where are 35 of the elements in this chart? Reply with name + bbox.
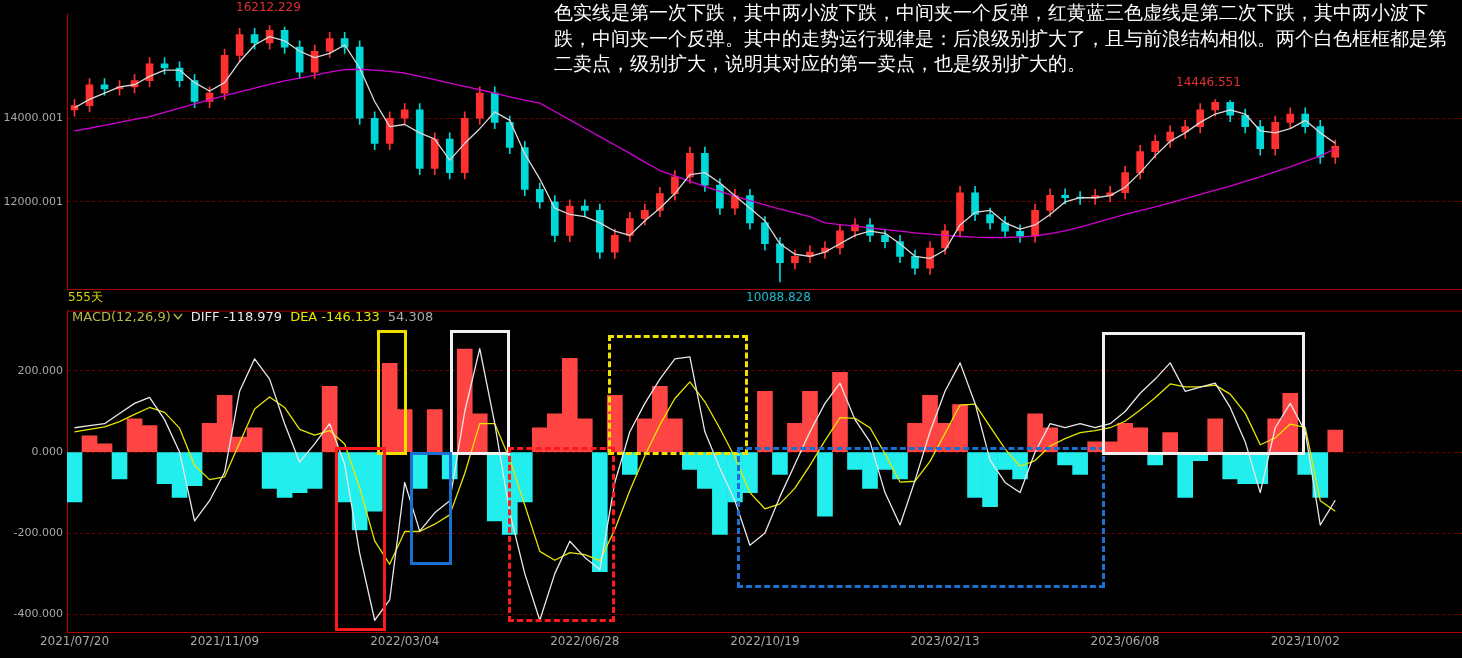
bar	[622, 452, 638, 475]
bar	[592, 452, 608, 572]
text: 16212.229	[236, 0, 301, 16]
bar	[817, 452, 833, 517]
y-tick-label: 0.000	[31, 444, 63, 458]
x-tick-label: 2023/06/08	[1090, 634, 1160, 649]
y-tick-label: 200.000	[17, 363, 63, 377]
x-tick-label: 2022/06/28	[550, 634, 620, 649]
bar	[111, 452, 128, 480]
y-tick-label: 12000.001	[3, 194, 63, 208]
x-tick-label: 2022/10/19	[730, 634, 800, 649]
bar	[1162, 432, 1179, 452]
text: DEA -146.133	[290, 309, 380, 324]
text: 10088.828	[746, 289, 811, 306]
x-tick-label: 2022/03/04	[370, 634, 440, 649]
chart-title: MACD(12,26,9)	[72, 309, 171, 324]
text: DIFF -118.979	[190, 309, 283, 324]
x-tick-label: 2023/10/02	[1270, 634, 1340, 649]
bar	[1327, 429, 1344, 452]
bar	[772, 452, 788, 475]
x-tick-label: 2023/02/13	[910, 634, 980, 649]
annotation: 色实线是第一次下跌，其中两小波下跌，中间夹一个反弹，红黄蓝三色虚线是第二次下跌，其中两小波下跌，中间夹一个反弹。其中的走势运行规律是：后浪级别扩大了，且与前浪结构相似。两个白色框框都是第二卖点，级别扩大，说明其对应的第一卖点，也是级别扩大的。	[554, 0, 1448, 77]
annotation: 14446.551	[1176, 74, 1241, 91]
y-tick-label: -200.000	[13, 525, 63, 539]
y-tick-label: -400.000	[13, 607, 63, 621]
bar	[832, 371, 848, 452]
text: 555天	[68, 289, 103, 306]
bar	[757, 390, 773, 452]
annotation: 54.308	[387, 309, 434, 324]
bar	[1207, 418, 1224, 452]
x-tick-label: 2021/11/09	[190, 634, 260, 649]
bar	[426, 409, 443, 452]
y-tick-label: 14000.001	[3, 111, 63, 125]
bar	[67, 452, 83, 503]
x-tick-label: 2021/07/20	[39, 634, 110, 649]
